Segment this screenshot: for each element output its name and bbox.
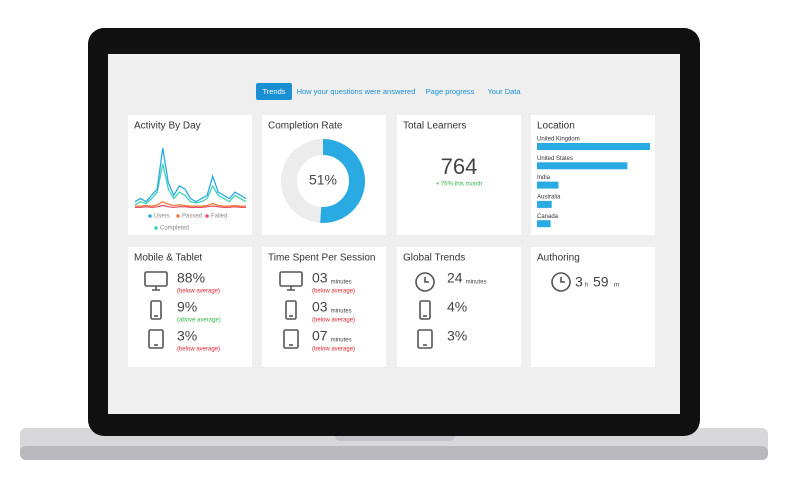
location-label: Canada xyxy=(537,214,559,220)
card-title: Authoring xyxy=(537,253,580,264)
legend-swatch xyxy=(176,214,180,218)
card xyxy=(531,115,655,235)
metric-note: (below average) xyxy=(177,289,220,295)
legend-label: Passed xyxy=(182,214,202,220)
card-title: Mobile & Tablet xyxy=(134,253,202,264)
minutes: 59 xyxy=(593,274,609,290)
tab-active[interactable] xyxy=(256,83,292,100)
legend-swatch xyxy=(154,226,158,230)
legend-label: Completed xyxy=(160,226,189,232)
card xyxy=(397,115,521,235)
metric-value: 9% xyxy=(177,299,197,315)
card-title: Activity By Day xyxy=(134,121,201,132)
learners-change: + 76% this month xyxy=(436,182,483,188)
metric-value: 07 xyxy=(312,328,328,344)
tab[interactable]: Trends xyxy=(262,87,285,96)
card xyxy=(531,247,655,367)
legend-label: Failed xyxy=(211,214,227,220)
activity-line xyxy=(135,200,246,207)
location-label: India xyxy=(537,175,551,181)
metric-unit: minutes xyxy=(331,280,352,286)
metric-note: (below average) xyxy=(312,318,355,324)
legend-swatch xyxy=(205,214,209,218)
metric-value: 03 xyxy=(312,299,328,315)
activity-line xyxy=(134,147,247,203)
total-learners: 764 xyxy=(441,154,478,179)
tab[interactable]: How your questions were answered xyxy=(297,87,416,96)
tab[interactable]: Your Data xyxy=(487,87,521,96)
location-label: United States xyxy=(537,156,573,162)
card xyxy=(262,247,386,367)
location-bar xyxy=(537,200,552,208)
legend-swatch xyxy=(148,214,152,218)
metric-note: (above average) xyxy=(177,318,221,324)
metric-value: 3% xyxy=(447,328,467,344)
metric-unit: minutes xyxy=(331,309,352,315)
card-title: Location xyxy=(537,121,575,132)
metric-note: (below average) xyxy=(312,289,355,295)
laptop-base-edge xyxy=(20,446,768,460)
metric-value: 4% xyxy=(447,299,467,315)
metric-unit: minutes xyxy=(466,280,487,286)
metric-value: 3% xyxy=(177,328,197,344)
card-title: Time Spent Per Session xyxy=(268,253,375,264)
hours-unit: h xyxy=(585,283,588,289)
donut-arc xyxy=(281,139,365,223)
card-title: Global Trends xyxy=(403,253,465,264)
metric-value: 24 xyxy=(447,270,463,286)
legend-label: Users xyxy=(154,214,170,220)
location-label: United Kingdom xyxy=(537,137,580,143)
location-label: Australia xyxy=(537,194,561,200)
location-bar xyxy=(537,162,628,170)
minutes-unit: m xyxy=(614,283,619,289)
metric-value: 88% xyxy=(177,270,205,286)
metric-value: 03 xyxy=(312,270,328,286)
card-title: Total Learners xyxy=(403,121,466,132)
metric-note: (below average) xyxy=(177,347,220,353)
metric-unit: minutes xyxy=(331,338,352,344)
location-bar xyxy=(537,181,559,189)
activity-line xyxy=(135,204,246,209)
metric-note: (below average) xyxy=(312,347,355,353)
hours: 3 xyxy=(575,274,583,290)
tab[interactable]: Page progress xyxy=(426,87,475,96)
location-bar xyxy=(537,143,650,150)
activity-line xyxy=(134,163,247,206)
card-title: Completion Rate xyxy=(268,121,343,132)
location-bar xyxy=(537,220,551,228)
donut-label: 51% xyxy=(309,172,337,188)
